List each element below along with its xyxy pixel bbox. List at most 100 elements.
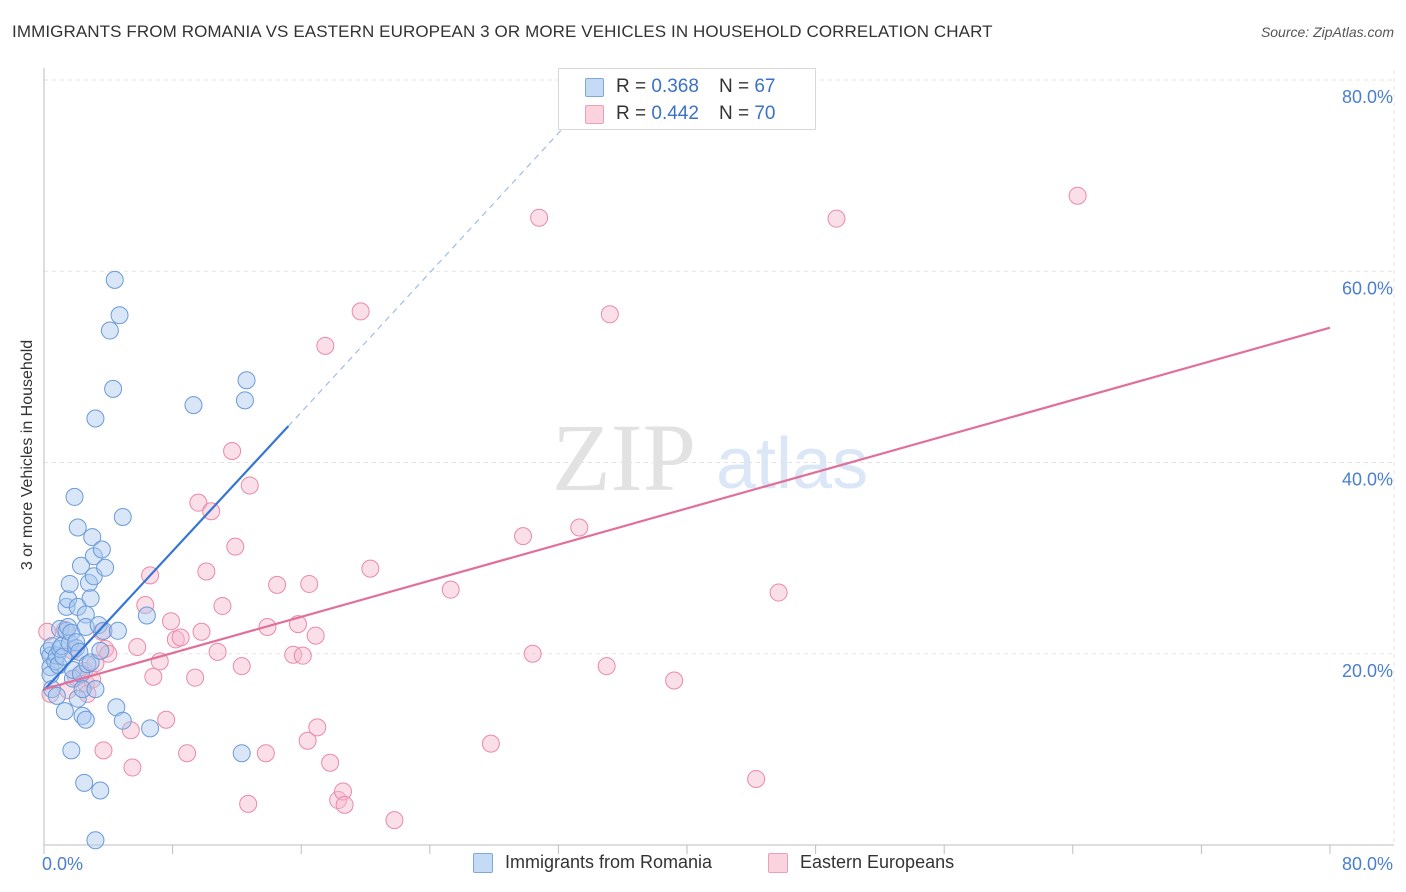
legend-item-eastern[interactable]: Eastern Europeans bbox=[768, 852, 954, 873]
romania-point-55 bbox=[96, 558, 115, 577]
eastern-point-59 bbox=[523, 644, 542, 663]
romania-point-69 bbox=[237, 371, 256, 390]
eastern-trend-line bbox=[43, 326, 1331, 691]
eastern-point-56 bbox=[441, 580, 460, 599]
watermark: ZIP atlas bbox=[552, 404, 868, 511]
romania-point-60 bbox=[108, 621, 127, 640]
romania-point-49 bbox=[86, 409, 105, 428]
romania-point-58 bbox=[105, 270, 124, 289]
romania-point-43 bbox=[81, 653, 100, 672]
romania-point-51 bbox=[91, 641, 110, 660]
eastern-point-47 bbox=[308, 718, 327, 737]
romania-point-27 bbox=[67, 633, 86, 652]
romania-point-19 bbox=[60, 574, 79, 593]
romania-point-63 bbox=[113, 508, 132, 527]
legend-r-value: 0.368 bbox=[651, 76, 699, 97]
eastern-point-16 bbox=[123, 758, 142, 777]
romania-point-66 bbox=[184, 396, 203, 415]
romania-point-38 bbox=[76, 710, 95, 729]
eastern-point-26 bbox=[178, 744, 197, 763]
eastern-point-30 bbox=[197, 562, 216, 581]
chart-title: IMMIGRANTS FROM ROMANIA VS EASTERN EUROP… bbox=[12, 22, 993, 41]
eastern-point-22 bbox=[157, 710, 176, 729]
eastern-point-69 bbox=[306, 626, 325, 645]
eastern-point-20 bbox=[144, 667, 163, 686]
series-immigrants-from-romania bbox=[39, 270, 256, 850]
romania-point-25 bbox=[65, 487, 84, 506]
y-tick-label-1: 40.0% bbox=[1342, 470, 1393, 490]
legend-r-value: 0.442 bbox=[651, 103, 699, 124]
legend-r-label: R = bbox=[616, 103, 647, 124]
eastern-point-60 bbox=[530, 208, 549, 227]
eastern-point-37 bbox=[239, 794, 258, 813]
legend-label-eastern: Eastern Europeans bbox=[800, 852, 955, 872]
eastern-point-28 bbox=[189, 493, 208, 512]
eastern-point-54 bbox=[361, 559, 380, 578]
romania-point-61 bbox=[110, 306, 129, 325]
eastern-point-66 bbox=[769, 583, 788, 602]
romania-point-17 bbox=[59, 590, 78, 609]
eastern-point-52 bbox=[335, 795, 354, 814]
eastern-point-58 bbox=[514, 527, 533, 546]
eastern-point-33 bbox=[213, 596, 232, 615]
romania-point-54 bbox=[94, 621, 113, 640]
eastern-point-38 bbox=[240, 476, 259, 495]
x-tick-label-1: 80.0% bbox=[1342, 854, 1393, 874]
romania-point-68 bbox=[235, 391, 254, 410]
romania-point-64 bbox=[137, 606, 156, 625]
eastern-point-48 bbox=[316, 336, 335, 355]
eastern-point-32 bbox=[208, 642, 227, 661]
romania-point-14 bbox=[55, 702, 74, 721]
romania-point-30 bbox=[68, 518, 87, 537]
eastern-point-23 bbox=[161, 612, 180, 631]
eastern-point-29 bbox=[192, 622, 211, 641]
legend-label-romania: Immigrants from Romania bbox=[505, 852, 713, 872]
eastern-point-67 bbox=[827, 209, 846, 228]
y-tick-label-3: 80.0% bbox=[1342, 87, 1393, 107]
eastern-point-65 bbox=[747, 770, 766, 789]
legend-n-value: 70 bbox=[754, 103, 776, 124]
eastern-point-46 bbox=[298, 731, 317, 750]
romania-point-36 bbox=[75, 773, 94, 792]
romania-point-7 bbox=[47, 686, 66, 705]
eastern-point-39 bbox=[256, 744, 275, 763]
axes bbox=[43, 68, 1394, 854]
legend-n-label: N = bbox=[718, 76, 750, 97]
source-credit: Source: ZipAtlas.com bbox=[1260, 24, 1394, 40]
eastern-point-51 bbox=[333, 782, 352, 801]
series-legend: Immigrants from Romania Eastern European… bbox=[0, 852, 1406, 878]
legend-n-label: N = bbox=[718, 103, 750, 124]
romania-point-65 bbox=[141, 719, 160, 738]
eastern-point-44 bbox=[293, 646, 312, 665]
legend-item-romania[interactable]: Immigrants from Romania bbox=[473, 852, 712, 873]
eastern-point-62 bbox=[597, 657, 616, 676]
legend-row-eastern: R = 0.442 N = 70 bbox=[585, 101, 775, 127]
y-tick-label-2: 60.0% bbox=[1342, 278, 1393, 298]
eastern-point-61 bbox=[570, 518, 589, 537]
romania-point-53 bbox=[92, 540, 111, 559]
romania-point-57 bbox=[104, 379, 123, 398]
romania-point-48 bbox=[86, 680, 105, 699]
legend-swatch-pink bbox=[585, 104, 604, 124]
series-eastern-europeans bbox=[38, 186, 1087, 830]
romania-point-18 bbox=[59, 617, 78, 636]
legend-swatch-blue bbox=[473, 852, 493, 873]
eastern-point-63 bbox=[600, 305, 619, 324]
correlation-legend: R = 0.368 N = 67 R = 0.442 N = 70 bbox=[558, 68, 816, 130]
eastern-point-25 bbox=[171, 628, 190, 647]
romania-point-35 bbox=[73, 680, 92, 699]
eastern-point-57 bbox=[481, 734, 500, 753]
romania-point-47 bbox=[86, 831, 105, 850]
legend-row-romania: R = 0.368 N = 67 bbox=[585, 74, 775, 100]
romania-point-50 bbox=[89, 616, 108, 635]
eastern-point-53 bbox=[351, 302, 370, 321]
romania-trend-line bbox=[43, 425, 290, 691]
romania-point-67 bbox=[232, 744, 251, 763]
legend-n-value: 67 bbox=[754, 76, 776, 97]
romania-point-37 bbox=[76, 605, 95, 624]
legend-swatch-blue bbox=[585, 77, 604, 97]
tick-labels: 20.0% 40.0% 60.0% 80.0% 0.0% 80.0% bbox=[42, 87, 1393, 874]
eastern-point-55 bbox=[385, 811, 404, 830]
eastern-point-64 bbox=[665, 671, 684, 690]
